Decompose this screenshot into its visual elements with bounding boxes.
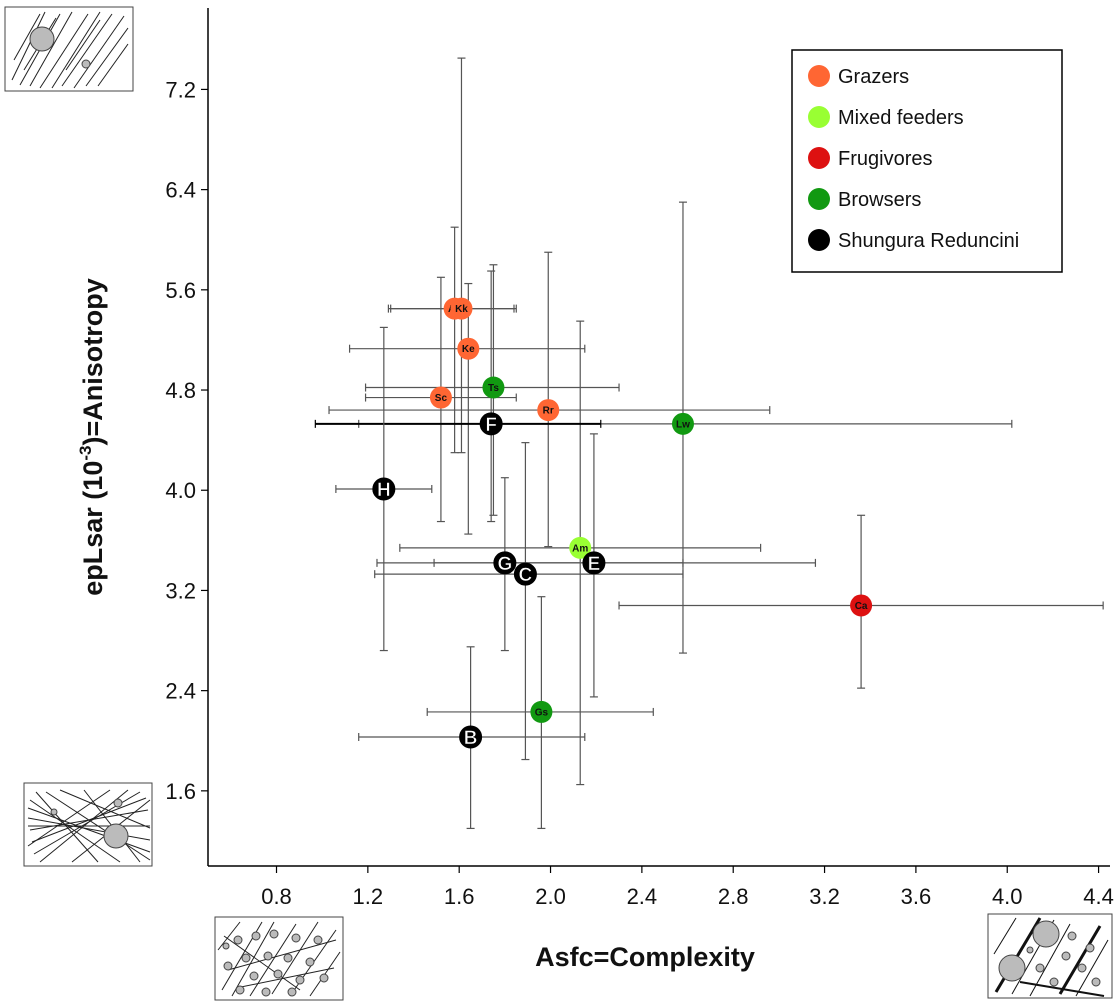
legend-marker bbox=[808, 106, 830, 128]
legend-items: Grazers Mixed feeders Frugivores Browsers Sh… bbox=[808, 65, 1019, 252]
data-point-label: C bbox=[519, 565, 533, 586]
y-axis-title-sup: -3 bbox=[76, 446, 95, 461]
data-point-label: Sc bbox=[435, 393, 448, 404]
data-point bbox=[582, 551, 606, 575]
y-tick-label: 6.4 bbox=[165, 178, 196, 203]
data-point bbox=[450, 297, 473, 320]
legend-label: Frugivores bbox=[838, 148, 932, 170]
data-point-label: Ke bbox=[462, 344, 475, 355]
texture-illustration-top-left-icon bbox=[4, 6, 134, 92]
data-point-label: Lw bbox=[676, 419, 690, 430]
y-tick-label: 4.8 bbox=[165, 378, 196, 403]
data-point bbox=[459, 725, 483, 749]
data-point bbox=[479, 412, 503, 436]
y-tick-label: 2.4 bbox=[165, 679, 196, 704]
legend-label: Mixed feeders bbox=[838, 107, 964, 129]
legend-marker bbox=[808, 188, 830, 210]
data-point-label: B bbox=[464, 728, 478, 749]
x-tick-label: 0.8 bbox=[261, 884, 292, 909]
data-point-label: Rr bbox=[543, 406, 554, 417]
data-point-label: Ca bbox=[855, 601, 868, 612]
legend: Grazers Mixed feeders Frugivores Browsers Sh… bbox=[791, 49, 1063, 273]
legend-label: Shungura Reduncini bbox=[838, 230, 1019, 252]
data-point-label: G bbox=[497, 554, 512, 575]
legend-marker bbox=[808, 147, 830, 169]
data-point bbox=[850, 594, 873, 617]
texture-illustration-bottom-left-icon bbox=[23, 782, 153, 867]
x-tick-label: 3.6 bbox=[901, 884, 932, 909]
data-point bbox=[537, 399, 560, 422]
data-point-label: F bbox=[485, 415, 497, 436]
data-point-label: E bbox=[588, 554, 601, 575]
legend-marker bbox=[808, 65, 830, 87]
data-point-label: Ts bbox=[488, 383, 499, 394]
data-point bbox=[493, 551, 517, 575]
x-tick-label: 2.4 bbox=[627, 884, 658, 909]
x-tick-label: 4.4 bbox=[1083, 884, 1114, 909]
x-tick-label: 1.2 bbox=[353, 884, 384, 909]
x-axis-title: Asfc=Complexity bbox=[535, 942, 755, 972]
y-tick-label: 4.0 bbox=[165, 478, 196, 503]
y-ticks: 1.6 2.4 3.2 4.0 4.8 5.6 6.4 7.2 bbox=[165, 77, 208, 804]
y-tick-label: 7.2 bbox=[165, 77, 196, 102]
y-axis-title: epLsar (10-3)=Anisotropy bbox=[76, 278, 108, 595]
legend-box bbox=[791, 49, 1063, 273]
plot-frame bbox=[207, 8, 1110, 867]
x-tick-label: 2.8 bbox=[718, 884, 749, 909]
data-points: AbKkKeScRrAmCaTsLwGsFHGCEB bbox=[372, 297, 873, 749]
data-point bbox=[482, 376, 505, 399]
x-tick-label: 3.2 bbox=[809, 884, 840, 909]
data-point bbox=[671, 412, 694, 435]
y-tick-label: 3.2 bbox=[165, 578, 196, 603]
data-point bbox=[513, 562, 537, 586]
x-ticks: 0.8 1.2 1.6 2.0 2.4 2.8 3.2 3.6 4.0 4.4 bbox=[261, 866, 1114, 909]
y-axis-title-prefix: epLsar (10 bbox=[78, 461, 108, 596]
x-tick-label: 2.0 bbox=[535, 884, 566, 909]
data-point-label: H bbox=[377, 480, 391, 501]
data-point-label: Gs bbox=[535, 707, 549, 718]
y-axis-title-suffix: )=Anisotropy bbox=[78, 278, 108, 445]
legend-marker bbox=[808, 229, 830, 251]
data-point bbox=[372, 477, 396, 501]
data-point-label: Kk bbox=[455, 304, 468, 315]
legend-label: Browsers bbox=[838, 189, 921, 211]
data-point-label: Am bbox=[572, 543, 588, 554]
data-point bbox=[569, 536, 592, 559]
data-point bbox=[530, 700, 553, 723]
legend-label: Grazers bbox=[838, 66, 909, 88]
data-point bbox=[429, 386, 452, 409]
x-tick-label: 4.0 bbox=[992, 884, 1023, 909]
y-tick-label: 1.6 bbox=[165, 779, 196, 804]
texture-illustration-bottom-center-icon bbox=[214, 916, 344, 1001]
y-tick-label: 5.6 bbox=[165, 278, 196, 303]
texture-illustration-bottom-right-icon bbox=[987, 913, 1113, 999]
x-tick-label: 1.6 bbox=[444, 884, 475, 909]
data-point bbox=[457, 337, 480, 360]
